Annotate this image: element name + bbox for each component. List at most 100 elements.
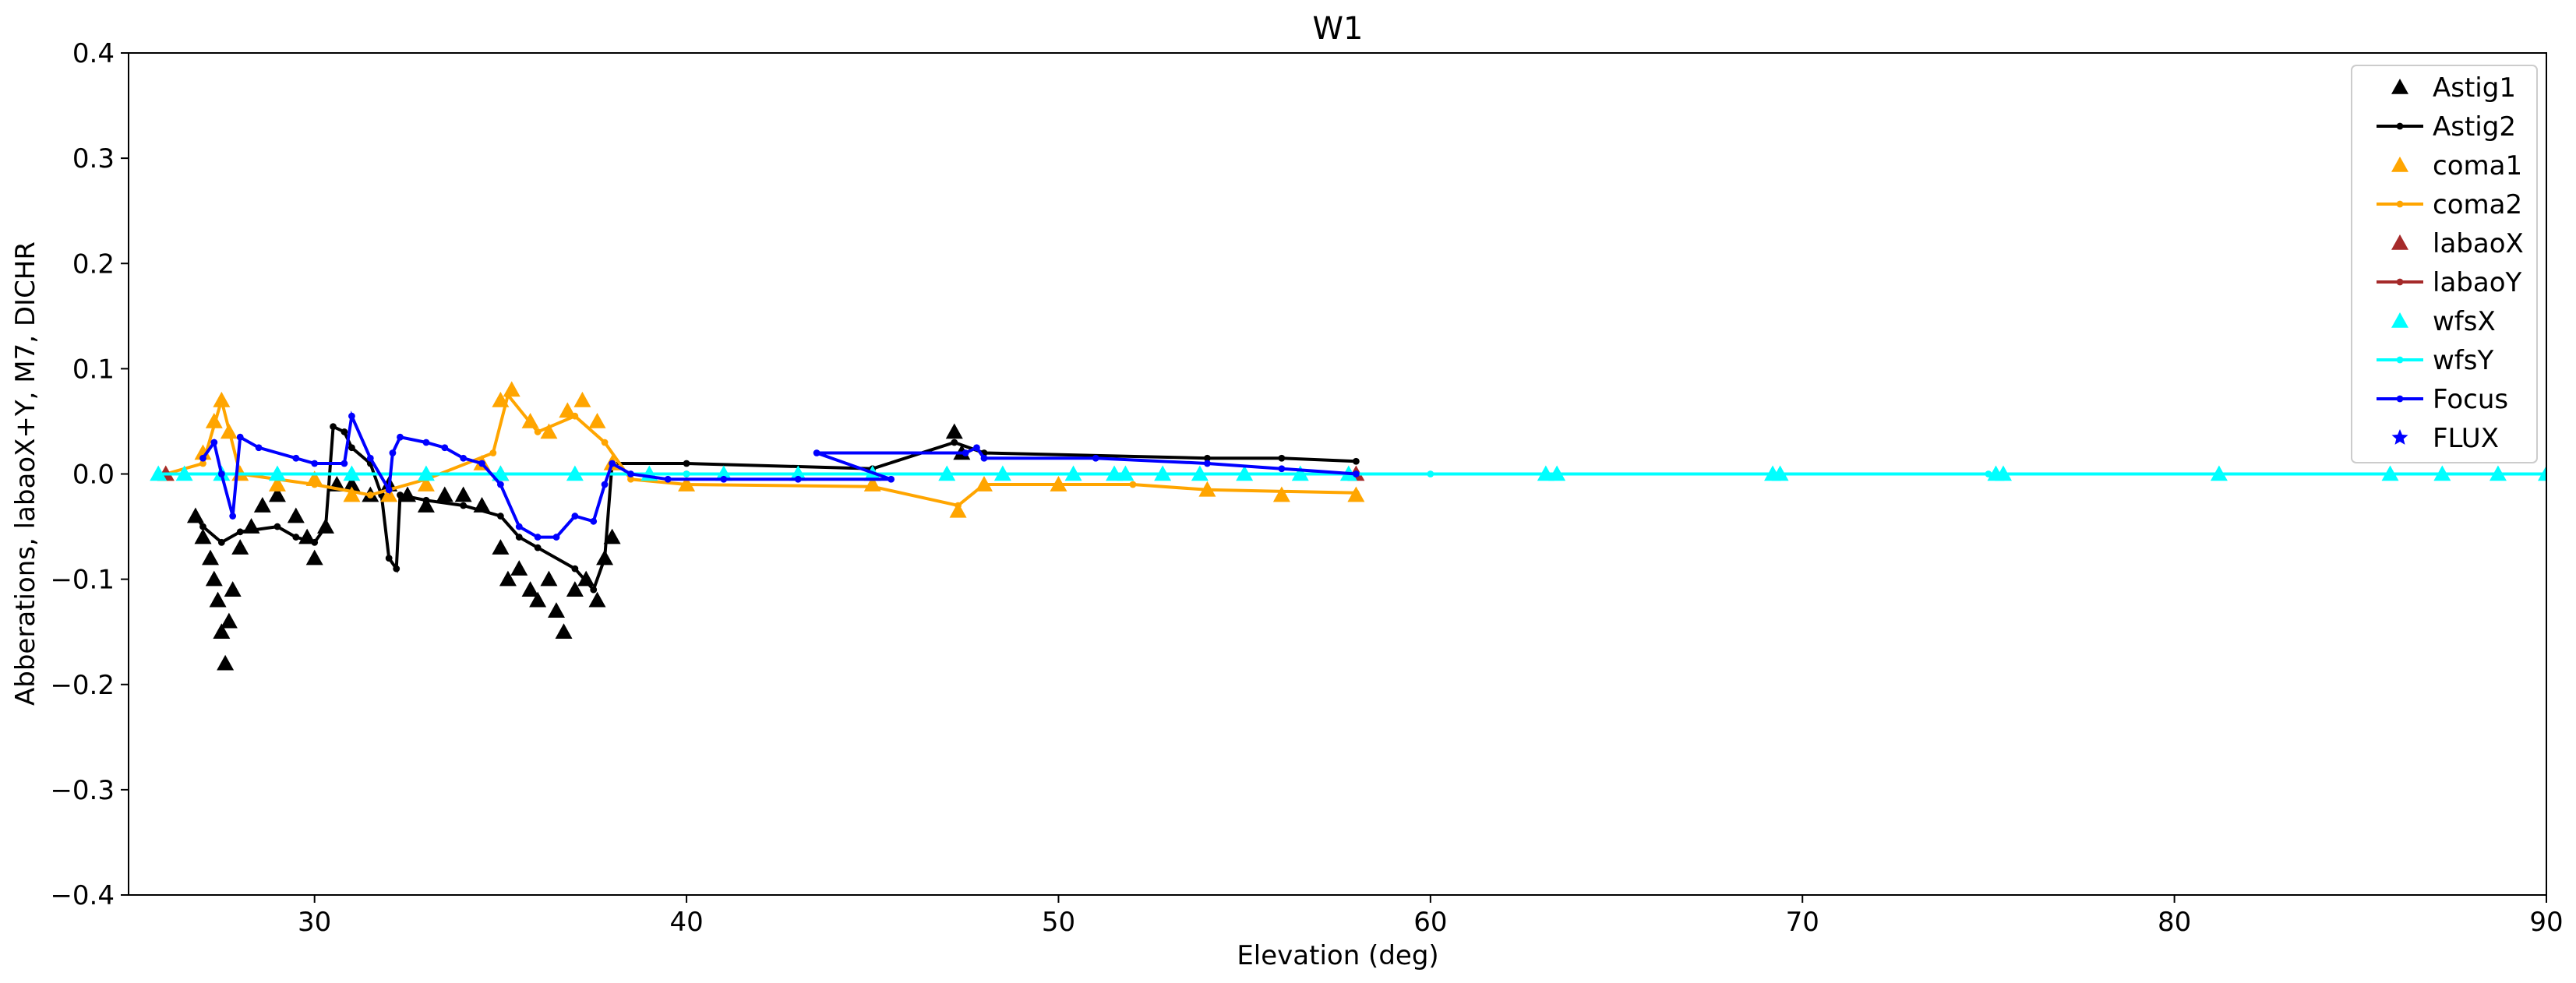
legend-marker — [2396, 356, 2404, 364]
data-point — [255, 444, 263, 452]
data-point — [627, 470, 634, 477]
data-point — [199, 460, 206, 467]
legend-item: Astig2 — [2377, 111, 2516, 143]
x-tick-label: 40 — [669, 907, 703, 938]
data-point — [794, 475, 802, 483]
data-point — [292, 534, 300, 541]
data-point — [566, 581, 584, 597]
x-axis: 30 40 50 60 70 80 90 — [298, 895, 2564, 938]
data-point — [397, 492, 404, 499]
data-point — [268, 486, 286, 502]
data-point — [1352, 457, 1360, 465]
data-point — [348, 412, 355, 420]
legend-item: labaoY — [2377, 267, 2522, 298]
data-point — [590, 586, 598, 594]
legend-label: coma1 — [2433, 150, 2522, 181]
data-point — [1272, 486, 1290, 502]
data-point — [220, 612, 238, 629]
data-point — [1204, 454, 1211, 462]
series-focus — [199, 410, 1360, 541]
y-tick-label: −0.2 — [50, 670, 115, 701]
data-point — [664, 475, 672, 483]
data-point — [887, 475, 895, 483]
data-point — [202, 549, 220, 565]
data-point — [436, 486, 453, 502]
legend-label: Focus — [2433, 384, 2508, 415]
data-point — [460, 502, 468, 509]
data-point — [1129, 481, 1137, 488]
data-point — [601, 439, 609, 446]
data-point — [389, 449, 397, 456]
legend-label: labaoX — [2433, 228, 2524, 259]
x-tick-label: 70 — [1786, 907, 1819, 938]
data-point — [224, 581, 242, 597]
legend-item: wfsX — [2391, 306, 2496, 337]
data-point — [292, 454, 300, 462]
data-point — [268, 476, 286, 492]
data-point — [209, 591, 227, 608]
y-axis-title: Abberations, labaoX+Y, M7, DICHR — [10, 241, 41, 706]
data-point — [417, 476, 435, 492]
data-point — [385, 486, 393, 494]
data-point — [194, 528, 212, 544]
data-point — [534, 428, 542, 435]
series-line — [194, 424, 1357, 593]
series-wfsy — [154, 470, 2546, 477]
legend-label: FLUX — [2433, 423, 2499, 454]
data-point — [552, 534, 560, 541]
data-point — [422, 496, 430, 504]
x-tick-label: 80 — [2158, 907, 2191, 938]
data-point — [601, 555, 609, 562]
data-point — [330, 423, 337, 431]
data-point — [154, 470, 162, 477]
plot-area — [150, 381, 2546, 671]
data-point — [287, 507, 305, 523]
x-axis-title: Elevation (deg) — [1237, 940, 1438, 971]
data-point — [559, 402, 577, 418]
legend-item: coma2 — [2377, 189, 2522, 220]
data-point — [199, 454, 206, 462]
data-point — [380, 486, 398, 502]
data-point — [397, 433, 404, 441]
data-point — [588, 412, 606, 428]
data-point — [601, 481, 609, 488]
data-point — [529, 591, 547, 608]
data-point — [588, 591, 606, 608]
x-tick-label: 90 — [2529, 907, 2563, 938]
data-point — [534, 534, 542, 541]
data-point — [951, 439, 958, 446]
data-point — [499, 570, 517, 587]
data-point — [273, 523, 281, 530]
data-point — [813, 449, 820, 456]
legend-label: Astig1 — [2433, 72, 2516, 104]
data-point — [1278, 465, 1286, 473]
x-tick-label: 50 — [1042, 907, 1075, 938]
y-tick-label: −0.1 — [50, 565, 115, 596]
data-point — [573, 391, 591, 407]
data-point — [949, 502, 967, 518]
legend-marker — [2396, 395, 2404, 403]
legend-label: wfsY — [2433, 345, 2493, 376]
data-point — [627, 475, 634, 483]
data-point — [962, 449, 969, 456]
series-coma1 — [157, 381, 1365, 518]
legend-label: wfsX — [2433, 306, 2496, 337]
data-point — [441, 444, 449, 452]
data-point — [547, 602, 565, 618]
data-point — [253, 497, 271, 513]
y-tick-label: 0.2 — [72, 248, 115, 280]
y-tick-label: 0.3 — [72, 143, 115, 174]
data-point — [489, 449, 497, 456]
data-point — [683, 460, 690, 467]
data-point — [571, 412, 579, 420]
legend-item: Astig1 — [2391, 72, 2516, 104]
data-point — [348, 444, 355, 452]
legend-marker — [2396, 278, 2404, 286]
data-point — [311, 481, 319, 488]
data-point — [422, 439, 430, 446]
data-point — [496, 481, 504, 488]
data-point — [194, 444, 212, 460]
data-point — [540, 570, 558, 587]
legend-item: FLUX — [2391, 423, 2499, 454]
